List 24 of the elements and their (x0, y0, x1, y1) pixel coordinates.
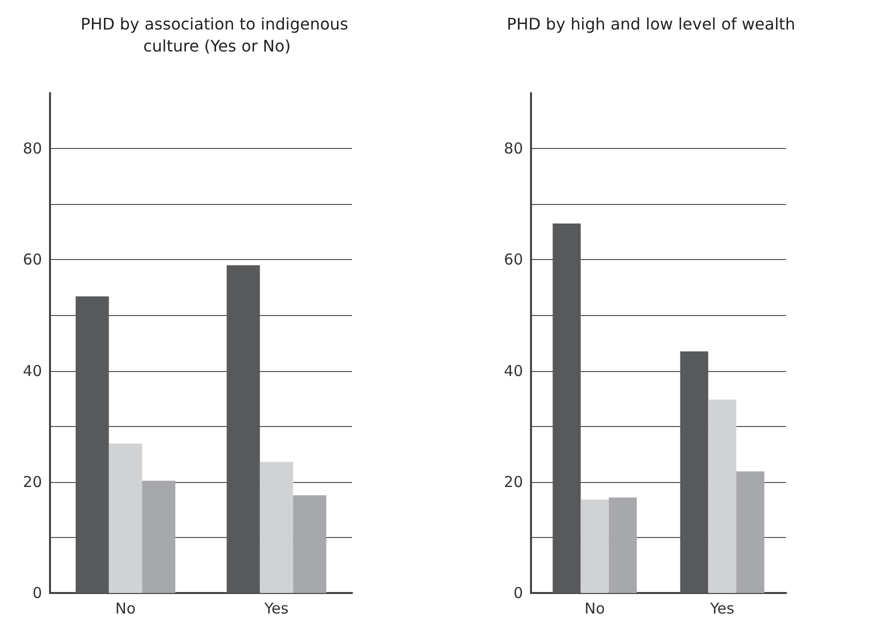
x-tick-label: Yes (263, 600, 289, 618)
y-tick-label: 20 (504, 472, 523, 491)
y-tick-label: 0 (32, 584, 42, 602)
x-tick-label: No (584, 600, 605, 618)
bar (293, 495, 326, 593)
y-tick-label: 20 (22, 472, 42, 491)
y-tick-label: 80 (504, 140, 523, 158)
bar (580, 500, 609, 593)
y-tick-label: 0 (513, 584, 523, 602)
y-tick-label: 60 (504, 250, 523, 269)
bar (736, 471, 764, 593)
bar (142, 480, 176, 593)
bar (708, 400, 736, 593)
x-tick-label: No (115, 600, 136, 618)
y-tick-label: 40 (22, 362, 42, 380)
y-tick-label: 40 (504, 362, 523, 380)
y-tick-label: 80 (22, 140, 42, 158)
y-tick-label: 60 (22, 250, 42, 269)
bar (608, 497, 637, 593)
x-tick-label: Yes (709, 600, 735, 618)
bar (108, 444, 142, 593)
chart-title: PHD by association to indigenous culture (Yes or No) (80, 14, 354, 56)
bar (260, 462, 294, 593)
chart-title: PHD by high and low level of wealth (506, 14, 796, 34)
